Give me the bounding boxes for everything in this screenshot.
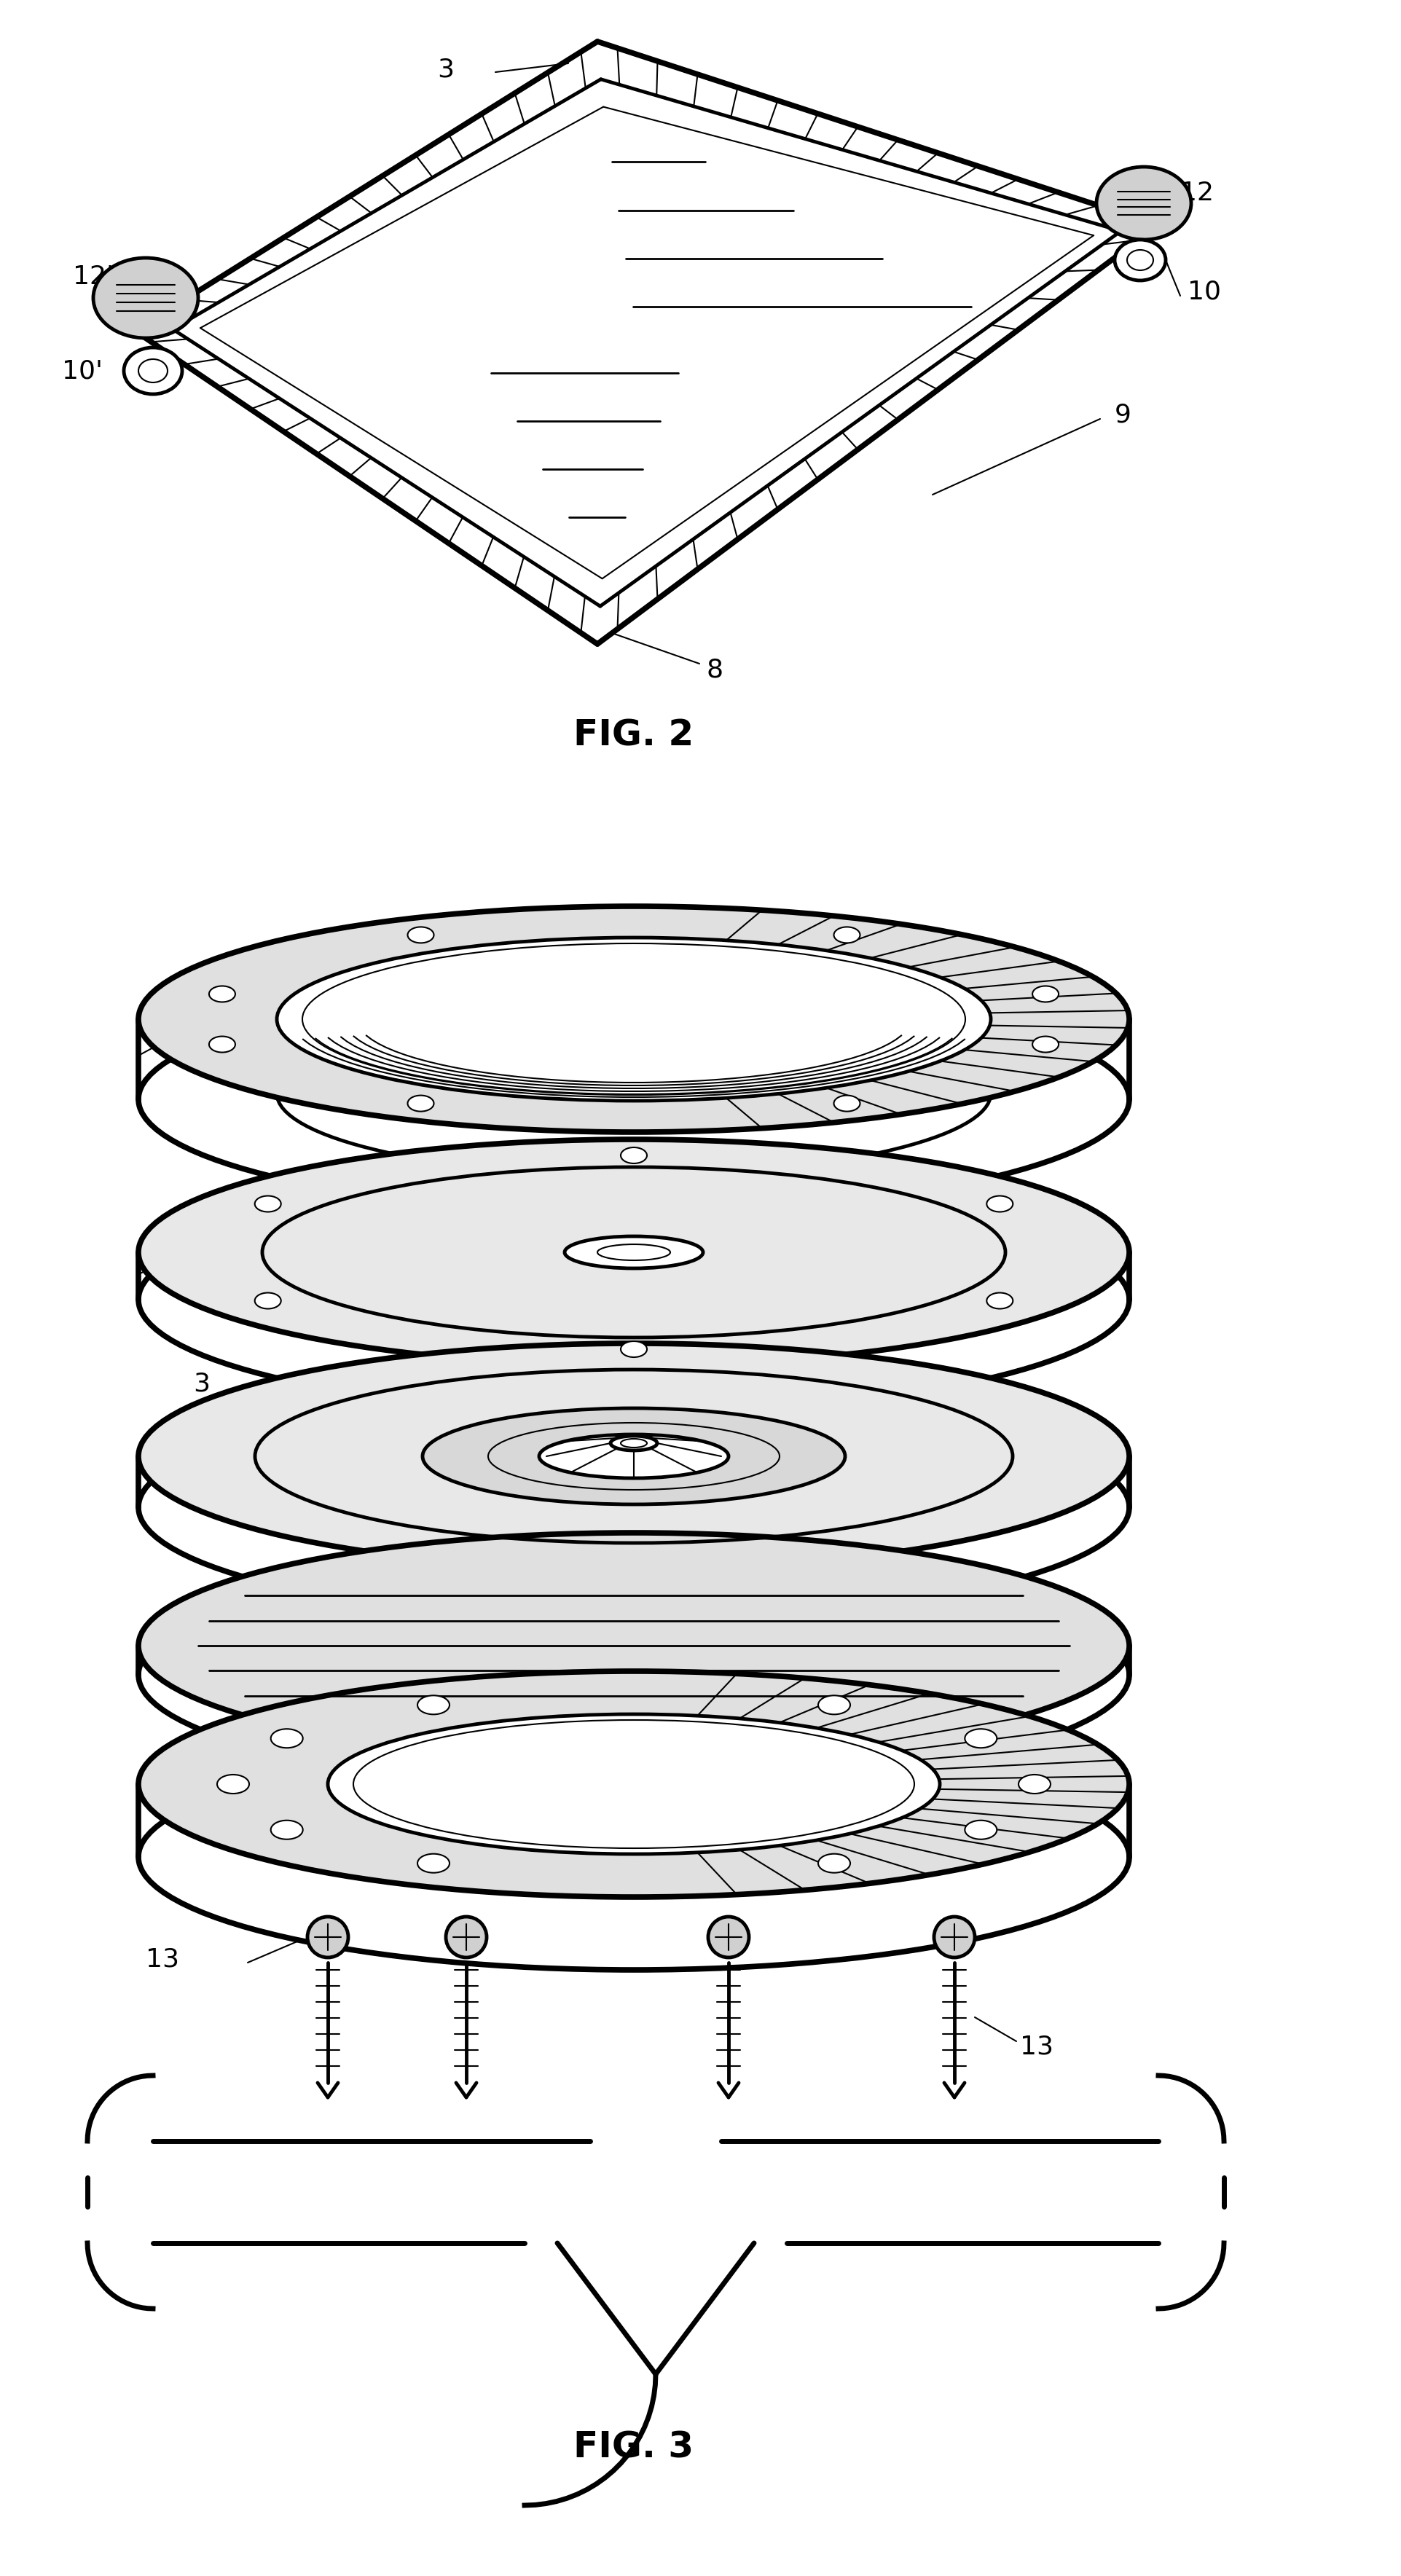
Text: 1: 1: [182, 1816, 199, 1839]
Text: FIG. 3: FIG. 3: [573, 2429, 693, 2465]
Ellipse shape: [255, 1195, 280, 1213]
Ellipse shape: [964, 1821, 996, 1839]
Ellipse shape: [307, 1917, 347, 1958]
Text: 12': 12': [73, 265, 113, 289]
Ellipse shape: [818, 1855, 850, 1873]
Ellipse shape: [1126, 250, 1153, 270]
Ellipse shape: [255, 1293, 280, 1309]
Ellipse shape: [139, 1394, 1129, 1620]
Text: 13: 13: [146, 1947, 179, 1971]
Ellipse shape: [94, 258, 198, 337]
Ellipse shape: [270, 1728, 303, 1749]
Ellipse shape: [209, 987, 235, 1002]
Ellipse shape: [446, 1917, 486, 1958]
Ellipse shape: [1114, 240, 1166, 281]
Ellipse shape: [417, 1695, 450, 1716]
Ellipse shape: [417, 1855, 450, 1873]
Ellipse shape: [328, 1716, 939, 1855]
Ellipse shape: [834, 927, 860, 943]
Ellipse shape: [139, 1561, 1129, 1788]
Ellipse shape: [565, 1236, 703, 1270]
Text: 3: 3: [437, 57, 454, 82]
Ellipse shape: [1096, 167, 1191, 240]
Ellipse shape: [834, 1095, 860, 1113]
Text: 5: 5: [241, 948, 256, 974]
Ellipse shape: [139, 1345, 1129, 1569]
Text: 2: 2: [193, 1597, 210, 1623]
Ellipse shape: [986, 1293, 1013, 1309]
Ellipse shape: [139, 907, 1129, 1133]
Text: 4: 4: [212, 1198, 228, 1221]
Text: 3: 3: [193, 1370, 210, 1396]
Ellipse shape: [964, 1728, 996, 1749]
Ellipse shape: [408, 1095, 434, 1113]
Ellipse shape: [1019, 1775, 1049, 1793]
Ellipse shape: [277, 1012, 991, 1175]
Text: 8: 8: [706, 657, 723, 683]
Ellipse shape: [139, 987, 1129, 1213]
Ellipse shape: [986, 1195, 1013, 1213]
Ellipse shape: [209, 1036, 235, 1054]
Text: 10: 10: [1187, 278, 1220, 304]
Text: 10': 10': [62, 358, 102, 384]
Ellipse shape: [408, 927, 434, 943]
Text: FIG. 2: FIG. 2: [573, 719, 693, 752]
Ellipse shape: [539, 1435, 729, 1479]
Ellipse shape: [139, 1188, 1129, 1412]
Ellipse shape: [708, 1917, 748, 1958]
Ellipse shape: [621, 1342, 647, 1358]
Ellipse shape: [139, 1672, 1129, 1896]
Ellipse shape: [597, 1244, 670, 1260]
Text: 13: 13: [1020, 2035, 1054, 2058]
Ellipse shape: [621, 1149, 647, 1164]
Ellipse shape: [621, 1440, 647, 1448]
Ellipse shape: [818, 1695, 850, 1716]
Ellipse shape: [1033, 1036, 1058, 1054]
Ellipse shape: [277, 938, 991, 1100]
Text: 9: 9: [1114, 402, 1131, 428]
Ellipse shape: [217, 1775, 249, 1793]
Ellipse shape: [933, 1917, 974, 1958]
Ellipse shape: [611, 1437, 657, 1450]
Ellipse shape: [123, 348, 182, 394]
Ellipse shape: [139, 1744, 1129, 1971]
Ellipse shape: [1033, 987, 1058, 1002]
Ellipse shape: [139, 1139, 1129, 1365]
Text: 12: 12: [1180, 180, 1213, 206]
Ellipse shape: [422, 1409, 845, 1504]
Ellipse shape: [270, 1821, 303, 1839]
Ellipse shape: [139, 361, 168, 384]
Ellipse shape: [139, 1533, 1129, 1759]
